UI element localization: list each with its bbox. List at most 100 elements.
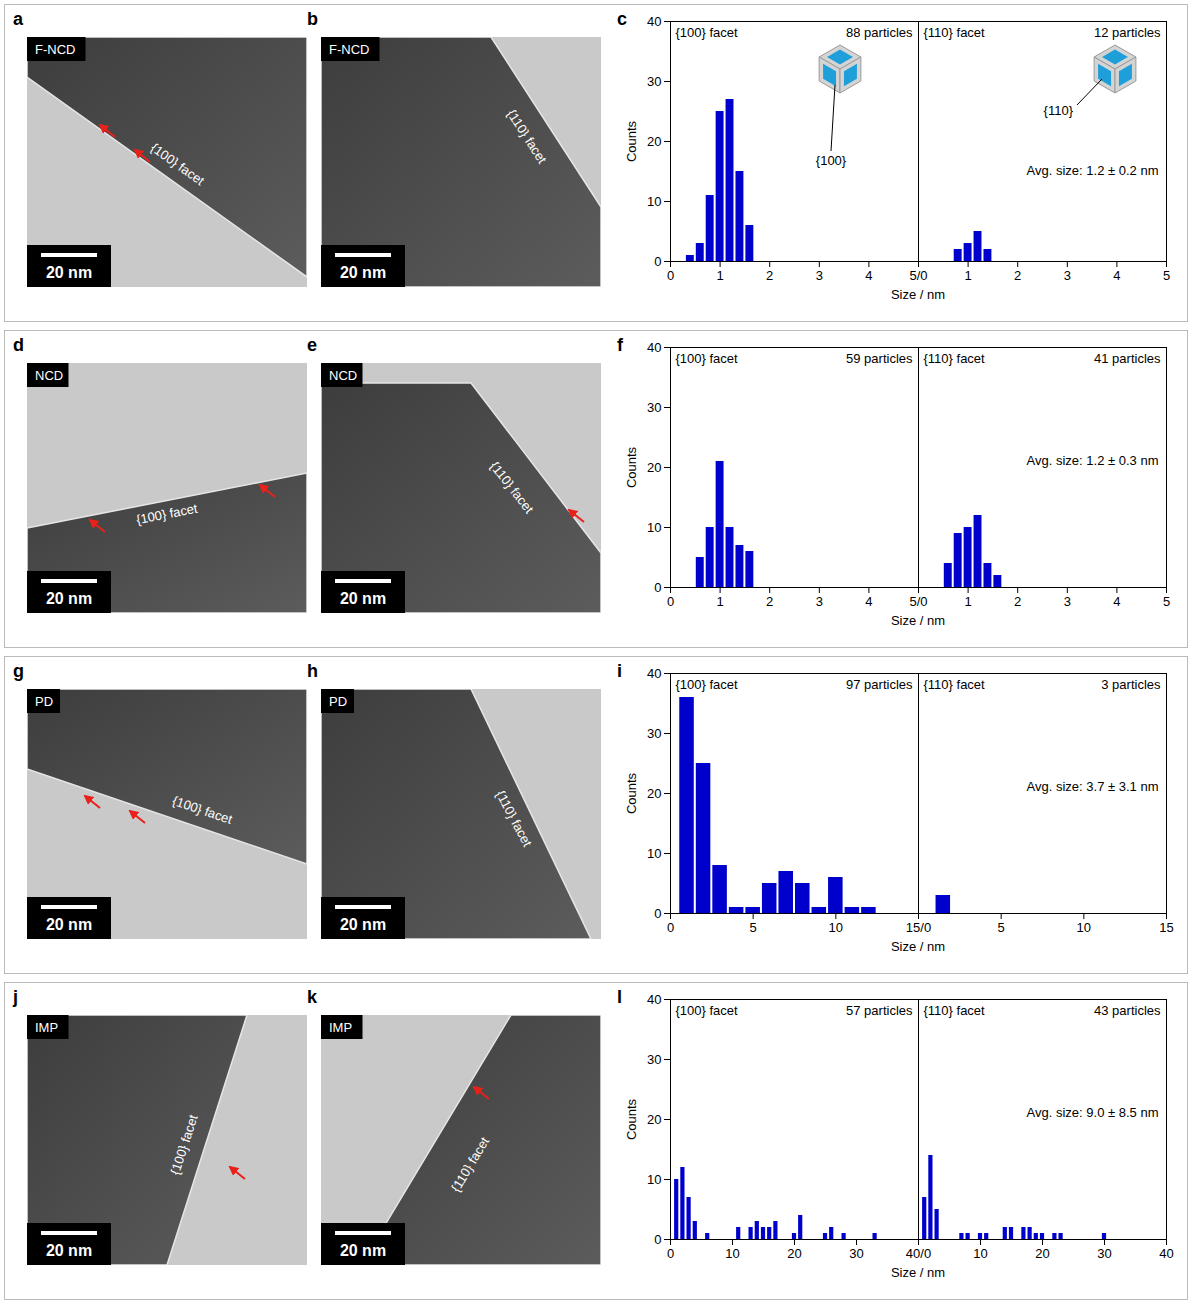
- svg-text:20 nm: 20 nm: [340, 1242, 386, 1259]
- svg-text:10: 10: [725, 1246, 739, 1261]
- svg-text:1: 1: [716, 268, 723, 283]
- svg-text:30: 30: [647, 726, 661, 741]
- svg-text:{110} facet: {110} facet: [493, 788, 535, 849]
- svg-text:40: 40: [647, 14, 661, 29]
- svg-text:NCD: NCD: [35, 368, 63, 383]
- svg-text:4: 4: [1113, 594, 1120, 609]
- svg-text:{100} facet: {100} facet: [148, 140, 208, 189]
- svg-text:30: 30: [849, 1246, 863, 1261]
- svg-text:IMP: IMP: [329, 1020, 352, 1035]
- svg-text:2: 2: [1014, 268, 1021, 283]
- svg-text:1: 1: [964, 268, 971, 283]
- svg-text:{100} facet: {100} facet: [167, 1112, 201, 1176]
- svg-text:F-NCD: F-NCD: [329, 42, 369, 57]
- svg-text:88 particles: 88 particles: [846, 25, 913, 40]
- svg-text:0: 0: [667, 1246, 674, 1261]
- svg-text:4: 4: [1113, 268, 1120, 283]
- svg-text:{100} facet: {100} facet: [676, 351, 739, 366]
- svg-text:5: 5: [1163, 594, 1170, 609]
- svg-text:20: 20: [647, 786, 661, 801]
- svg-text:30: 30: [1097, 1246, 1111, 1261]
- svg-text:Avg. size: 3.7 ± 3.1 nm: Avg. size: 3.7 ± 3.1 nm: [1027, 779, 1159, 794]
- svg-text:20: 20: [787, 1246, 801, 1261]
- svg-text:{110} facet: {110} facet: [487, 459, 537, 517]
- svg-text:F-NCD: F-NCD: [35, 42, 75, 57]
- svg-text:20: 20: [647, 460, 661, 475]
- svg-text:10: 10: [647, 194, 661, 209]
- svg-text:{100}: {100}: [816, 153, 847, 168]
- svg-text:3: 3: [816, 268, 823, 283]
- svg-text:Counts: Counts: [624, 120, 639, 162]
- svg-text:5/0: 5/0: [909, 268, 927, 283]
- svg-text:20: 20: [647, 134, 661, 149]
- svg-text:Avg. size: 9.0 ± 8.5 nm: Avg. size: 9.0 ± 8.5 nm: [1027, 1105, 1159, 1120]
- svg-text:0: 0: [654, 1232, 661, 1247]
- svg-text:5: 5: [750, 920, 757, 935]
- svg-text:0: 0: [667, 594, 674, 609]
- svg-text:20 nm: 20 nm: [46, 1242, 92, 1259]
- svg-text:30: 30: [647, 400, 661, 415]
- svg-text:5: 5: [1163, 268, 1170, 283]
- svg-text:0: 0: [654, 254, 661, 269]
- svg-text:3: 3: [816, 594, 823, 609]
- svg-text:0: 0: [654, 906, 661, 921]
- svg-text:15: 15: [1159, 920, 1173, 935]
- svg-text:20 nm: 20 nm: [46, 590, 92, 607]
- svg-text:10: 10: [973, 1246, 987, 1261]
- svg-text:40: 40: [647, 992, 661, 1007]
- svg-text:57 particles: 57 particles: [846, 1003, 913, 1018]
- svg-text:2: 2: [766, 268, 773, 283]
- svg-text:3 particles: 3 particles: [1101, 677, 1161, 692]
- svg-text:10: 10: [647, 520, 661, 535]
- svg-text:40: 40: [1159, 1246, 1173, 1261]
- svg-text:NCD: NCD: [329, 368, 357, 383]
- svg-text:2: 2: [766, 594, 773, 609]
- svg-text:40/0: 40/0: [906, 1246, 931, 1261]
- svg-text:0: 0: [654, 580, 661, 595]
- svg-text:40: 40: [647, 666, 661, 681]
- svg-text:10: 10: [647, 846, 661, 861]
- svg-text:{100} facet: {100} facet: [676, 1003, 739, 1018]
- svg-text:59 particles: 59 particles: [846, 351, 913, 366]
- svg-text:10: 10: [829, 920, 843, 935]
- svg-text:97 particles: 97 particles: [846, 677, 913, 692]
- svg-text:4: 4: [865, 268, 872, 283]
- svg-text:12 particles: 12 particles: [1094, 25, 1161, 40]
- svg-text:Counts: Counts: [624, 772, 639, 814]
- svg-text:{110} facet: {110} facet: [924, 25, 986, 40]
- svg-text:{110} facet: {110} facet: [924, 1003, 986, 1018]
- svg-text:0: 0: [667, 268, 674, 283]
- svg-text:10: 10: [647, 1172, 661, 1187]
- svg-text:{100} facet: {100} facet: [170, 793, 234, 827]
- svg-text:IMP: IMP: [35, 1020, 58, 1035]
- svg-text:20: 20: [647, 1112, 661, 1127]
- svg-text:{110} facet: {110} facet: [448, 1134, 493, 1195]
- svg-text:{110} facet: {110} facet: [924, 677, 986, 692]
- svg-text:5/0: 5/0: [909, 594, 927, 609]
- svg-text:0: 0: [667, 920, 674, 935]
- svg-text:{100} facet: {100} facet: [676, 25, 739, 40]
- svg-text:PD: PD: [35, 694, 53, 709]
- svg-text:10: 10: [1077, 920, 1091, 935]
- svg-text:{100} facet: {100} facet: [676, 677, 739, 692]
- svg-text:Counts: Counts: [624, 446, 639, 488]
- svg-text:{100} facet: {100} facet: [135, 501, 199, 528]
- svg-text:{110}: {110}: [1044, 103, 1074, 118]
- svg-text:Avg. size: 1.2 ± 0.2 nm: Avg. size: 1.2 ± 0.2 nm: [1027, 163, 1159, 178]
- svg-text:20 nm: 20 nm: [46, 916, 92, 933]
- svg-text:1: 1: [964, 594, 971, 609]
- svg-text:30: 30: [647, 74, 661, 89]
- svg-text:20 nm: 20 nm: [46, 264, 92, 281]
- svg-text:5: 5: [998, 920, 1005, 935]
- svg-text:20 nm: 20 nm: [340, 264, 386, 281]
- svg-text:20 nm: 20 nm: [340, 916, 386, 933]
- svg-text:2: 2: [1014, 594, 1021, 609]
- svg-text:3: 3: [1064, 594, 1071, 609]
- svg-text:40: 40: [647, 340, 661, 355]
- svg-text:Avg. size: 1.2 ± 0.3 nm: Avg. size: 1.2 ± 0.3 nm: [1027, 453, 1159, 468]
- svg-text:1: 1: [716, 594, 723, 609]
- svg-text:{110} facet: {110} facet: [504, 107, 550, 167]
- svg-text:3: 3: [1064, 268, 1071, 283]
- svg-text:4: 4: [865, 594, 872, 609]
- svg-text:43 particles: 43 particles: [1094, 1003, 1161, 1018]
